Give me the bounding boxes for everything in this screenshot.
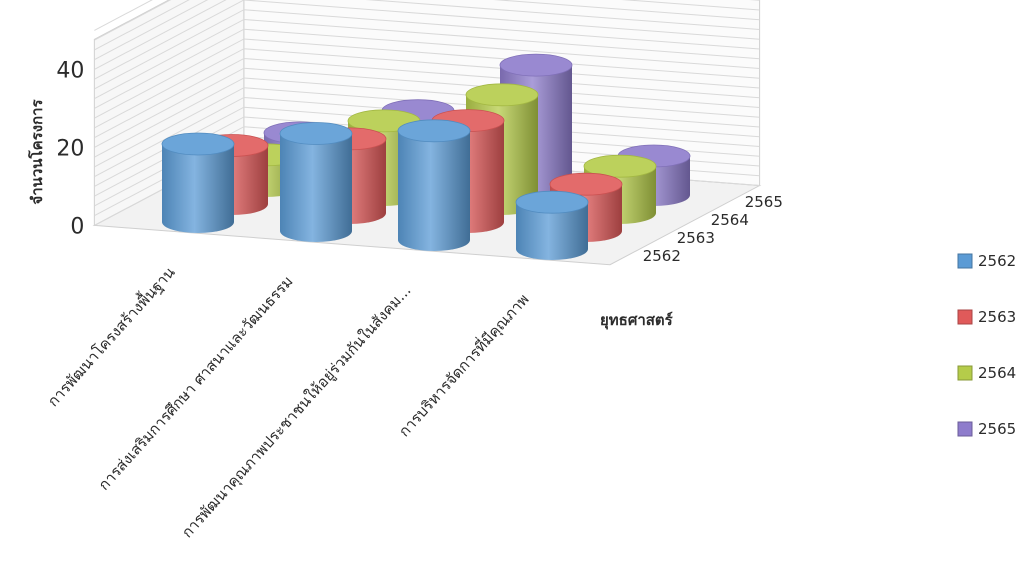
legend-swatch [957,253,973,269]
legend-item: 2565 [957,420,1016,438]
depth-tick-label: 2563 [677,229,715,247]
legend-item: 2564 [957,364,1016,382]
legend-label: 2562 [978,252,1016,270]
gridline [94,77,760,158]
gridline [94,0,760,51]
legend-swatch [957,365,973,381]
gridline [94,0,760,41]
legend-label: 2565 [978,420,1016,438]
gridline [94,0,153,31]
category-axis: การพัฒนาโครงสร้างพื้นฐานการส่งเสริมการศึ… [42,262,533,542]
cylinder-bar [515,190,589,260]
legend-swatch [957,421,973,437]
gridline [94,87,760,168]
plot-cylinders [161,53,691,260]
depth-tick-label: 2564 [711,211,749,229]
legend-item: 2562 [957,252,1016,270]
legend-item: 2563 [957,308,1016,326]
cylinder-bar [161,132,235,233]
y-axis: 0 20 40 [56,58,84,239]
gridline [94,0,760,61]
category-tick-label: การบริหารจัดการที่มีคุณภาพ [394,289,534,441]
depth-tick-label: 2562 [643,247,681,265]
gridline [94,9,760,90]
gridline [94,28,760,109]
y-tick-label: 20 [56,136,84,161]
y-axis-label: จำนวนโครงการ [27,98,46,204]
legend: 2562 2563 2564 2565 [957,252,1016,438]
gridline [94,126,760,207]
gridline [94,96,760,178]
cylinder-bar [397,119,471,251]
legend-swatch [957,309,973,325]
gridline [94,18,760,100]
gridline [94,0,760,70]
category-tick-label: การพัฒนาคุณภาพประชาชนให้อยู่ร่วมกันในสัง… [178,281,415,542]
y-tick-label: 40 [56,58,84,83]
legend-label: 2563 [978,308,1016,326]
y-tick-label: 0 [70,214,84,239]
depth-tick-label: 2565 [745,193,783,211]
depth-axis-title: ยุทธศาสตร์ [600,311,674,330]
category-tick-label: การส่งเสริมการศึกษา ศาสนาและวัฒนธรรม [95,272,297,493]
gridline [94,116,760,197]
gridline [94,48,760,129]
gridline [94,67,760,148]
legend-label: 2564 [978,364,1016,382]
cylinder-bar [279,122,353,242]
gridline [94,0,760,80]
gridline [94,57,760,139]
gridline [94,106,760,187]
gridline [94,38,760,119]
category-tick-label: การพัฒนาโครงสร้างพื้นฐาน [42,262,178,410]
